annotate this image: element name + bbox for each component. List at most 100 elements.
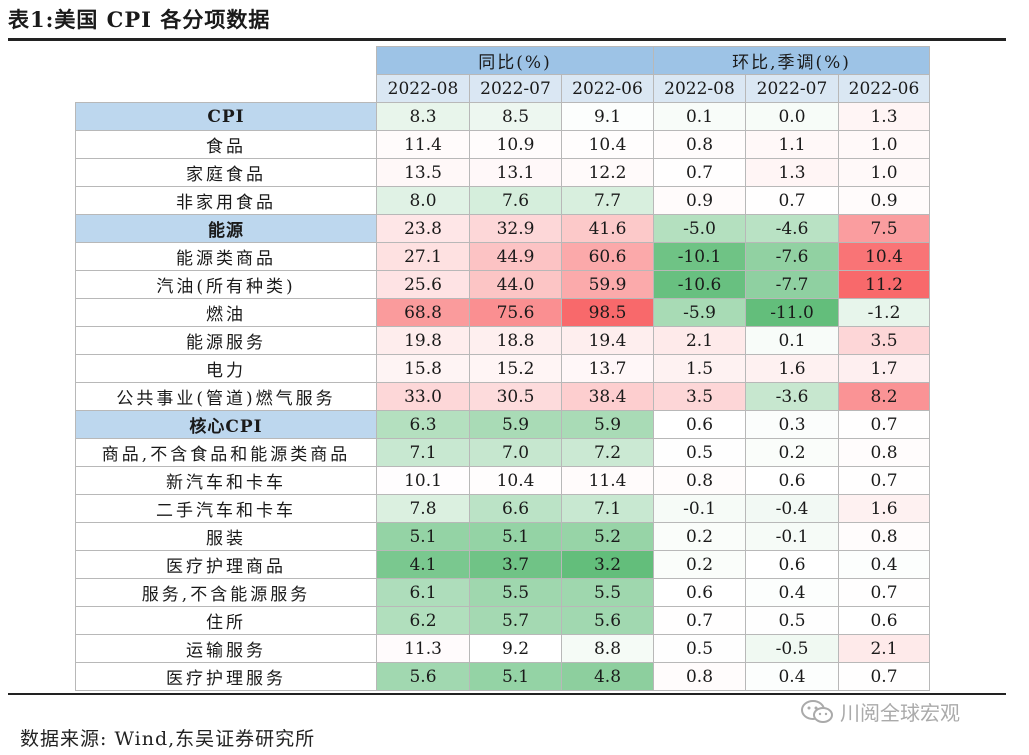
value-cell: 0.0 [745,102,839,131]
value-cell: 0.2 [653,550,746,579]
value-cell: 8.8 [561,634,654,663]
value-cell: 15.2 [469,354,562,383]
value-cell: -0.1 [653,494,746,523]
value-cell: 1.0 [838,158,930,187]
header-group-row: 同比(%) 环比,季调(%) [75,46,930,75]
table-row: 燃油 68.8 75.6 98.5 -5.9 -11.0 -1.2 [75,298,930,327]
value-cell: 98.5 [561,298,654,327]
value-cell: 11.4 [561,466,654,495]
table-row: CPI 8.3 8.5 9.1 0.1 0.0 1.3 [75,102,930,131]
value-cell: 25.6 [376,270,470,299]
value-cell: -5.0 [653,214,746,243]
value-cell: 3.7 [469,550,562,579]
row-label: CPI [75,102,377,131]
row-label: 运输服务 [75,634,377,663]
top-rule [8,38,1006,41]
value-cell: 5.9 [561,410,654,439]
table-row: 能源类商品 27.1 44.9 60.6 -10.1 -7.6 10.4 [75,242,930,271]
value-cell: 15.8 [376,354,470,383]
date-header: 2022-08 [376,74,470,103]
value-cell: 41.6 [561,214,654,243]
value-cell: 44.0 [469,270,562,299]
header-date-row: 2022-08 2022-07 2022-06 2022-08 2022-07 … [75,74,930,103]
table-row: 新汽车和卡车 10.1 10.4 11.4 0.8 0.6 0.7 [75,466,930,495]
row-label: 家庭食品 [75,158,377,187]
value-cell: 38.4 [561,382,654,411]
value-cell: -7.7 [745,270,839,299]
value-cell: 27.1 [376,242,470,271]
value-cell: 1.3 [838,102,930,131]
row-label: 商品,不含食品和能源类商品 [75,438,377,467]
value-cell: 0.5 [653,438,746,467]
date-header: 2022-06 [838,74,930,103]
row-label: 非家用食品 [75,186,377,215]
value-cell: 0.7 [838,662,930,691]
table-row: 服务,不含能源服务 6.1 5.5 5.5 0.6 0.4 0.7 [75,578,930,607]
value-cell: 9.1 [561,102,654,131]
row-label: 医疗护理商品 [75,550,377,579]
value-cell: 2.1 [653,326,746,355]
row-label: 燃油 [75,298,377,327]
value-cell: -3.6 [745,382,839,411]
value-cell: 0.1 [653,102,746,131]
value-cell: 5.1 [376,522,470,551]
value-cell: 0.1 [745,326,839,355]
value-cell: 30.5 [469,382,562,411]
value-cell: -4.6 [745,214,839,243]
value-cell: -7.6 [745,242,839,271]
value-cell: 5.9 [469,410,562,439]
row-label: 公共事业(管道)燃气服务 [75,382,377,411]
value-cell: 0.7 [653,158,746,187]
value-cell: 7.2 [561,438,654,467]
value-cell: -0.1 [745,522,839,551]
value-cell: -0.5 [745,634,839,663]
value-cell: -1.2 [838,298,930,327]
value-cell: -0.4 [745,494,839,523]
value-cell: 18.8 [469,326,562,355]
value-cell: 5.1 [469,522,562,551]
row-label: 服装 [75,522,377,551]
value-cell: 10.4 [469,466,562,495]
row-label: 住所 [75,606,377,635]
value-cell: 0.3 [745,410,839,439]
date-header: 2022-08 [653,74,746,103]
value-cell: 10.4 [838,242,930,271]
value-cell: 7.1 [561,494,654,523]
value-cell: 1.1 [745,130,839,159]
value-cell: 1.5 [653,354,746,383]
value-cell: 0.4 [745,578,839,607]
table-row: 食品 11.4 10.9 10.4 0.8 1.1 1.0 [75,130,930,159]
value-cell: 0.9 [653,186,746,215]
value-cell: 33.0 [376,382,470,411]
value-cell: -10.1 [653,242,746,271]
value-cell: 10.9 [469,130,562,159]
row-label: 新汽车和卡车 [75,466,377,495]
value-cell: 0.4 [838,550,930,579]
table-row: 家庭食品 13.5 13.1 12.2 0.7 1.3 1.0 [75,158,930,187]
row-label: 汽油(所有种类) [75,270,377,299]
value-cell: 1.3 [745,158,839,187]
value-cell: 0.8 [653,130,746,159]
date-header: 2022-06 [561,74,654,103]
value-cell: 7.8 [376,494,470,523]
value-cell: 7.7 [561,186,654,215]
value-cell: 6.6 [469,494,562,523]
table-row: 公共事业(管道)燃气服务 33.0 30.5 38.4 3.5 -3.6 8.2 [75,382,930,411]
watermark: 川阅全球宏观 [800,697,960,726]
table-row: 核心CPI 6.3 5.9 5.9 0.6 0.3 0.7 [75,410,930,439]
yoy-group-header: 同比(%) [376,46,654,75]
row-label: 能源类商品 [75,242,377,271]
value-cell: 5.7 [469,606,562,635]
date-header: 2022-07 [469,74,562,103]
value-cell: 8.2 [838,382,930,411]
value-cell: 3.5 [653,382,746,411]
value-cell: 0.5 [745,606,839,635]
value-cell: 0.9 [838,186,930,215]
value-cell: 0.7 [838,578,930,607]
value-cell: 6.2 [376,606,470,635]
value-cell: 12.2 [561,158,654,187]
value-cell: 8.0 [376,186,470,215]
table-row: 运输服务 11.3 9.2 8.8 0.5 -0.5 2.1 [75,634,930,663]
value-cell: 0.2 [653,522,746,551]
table-row: 服装 5.1 5.1 5.2 0.2 -0.1 0.8 [75,522,930,551]
